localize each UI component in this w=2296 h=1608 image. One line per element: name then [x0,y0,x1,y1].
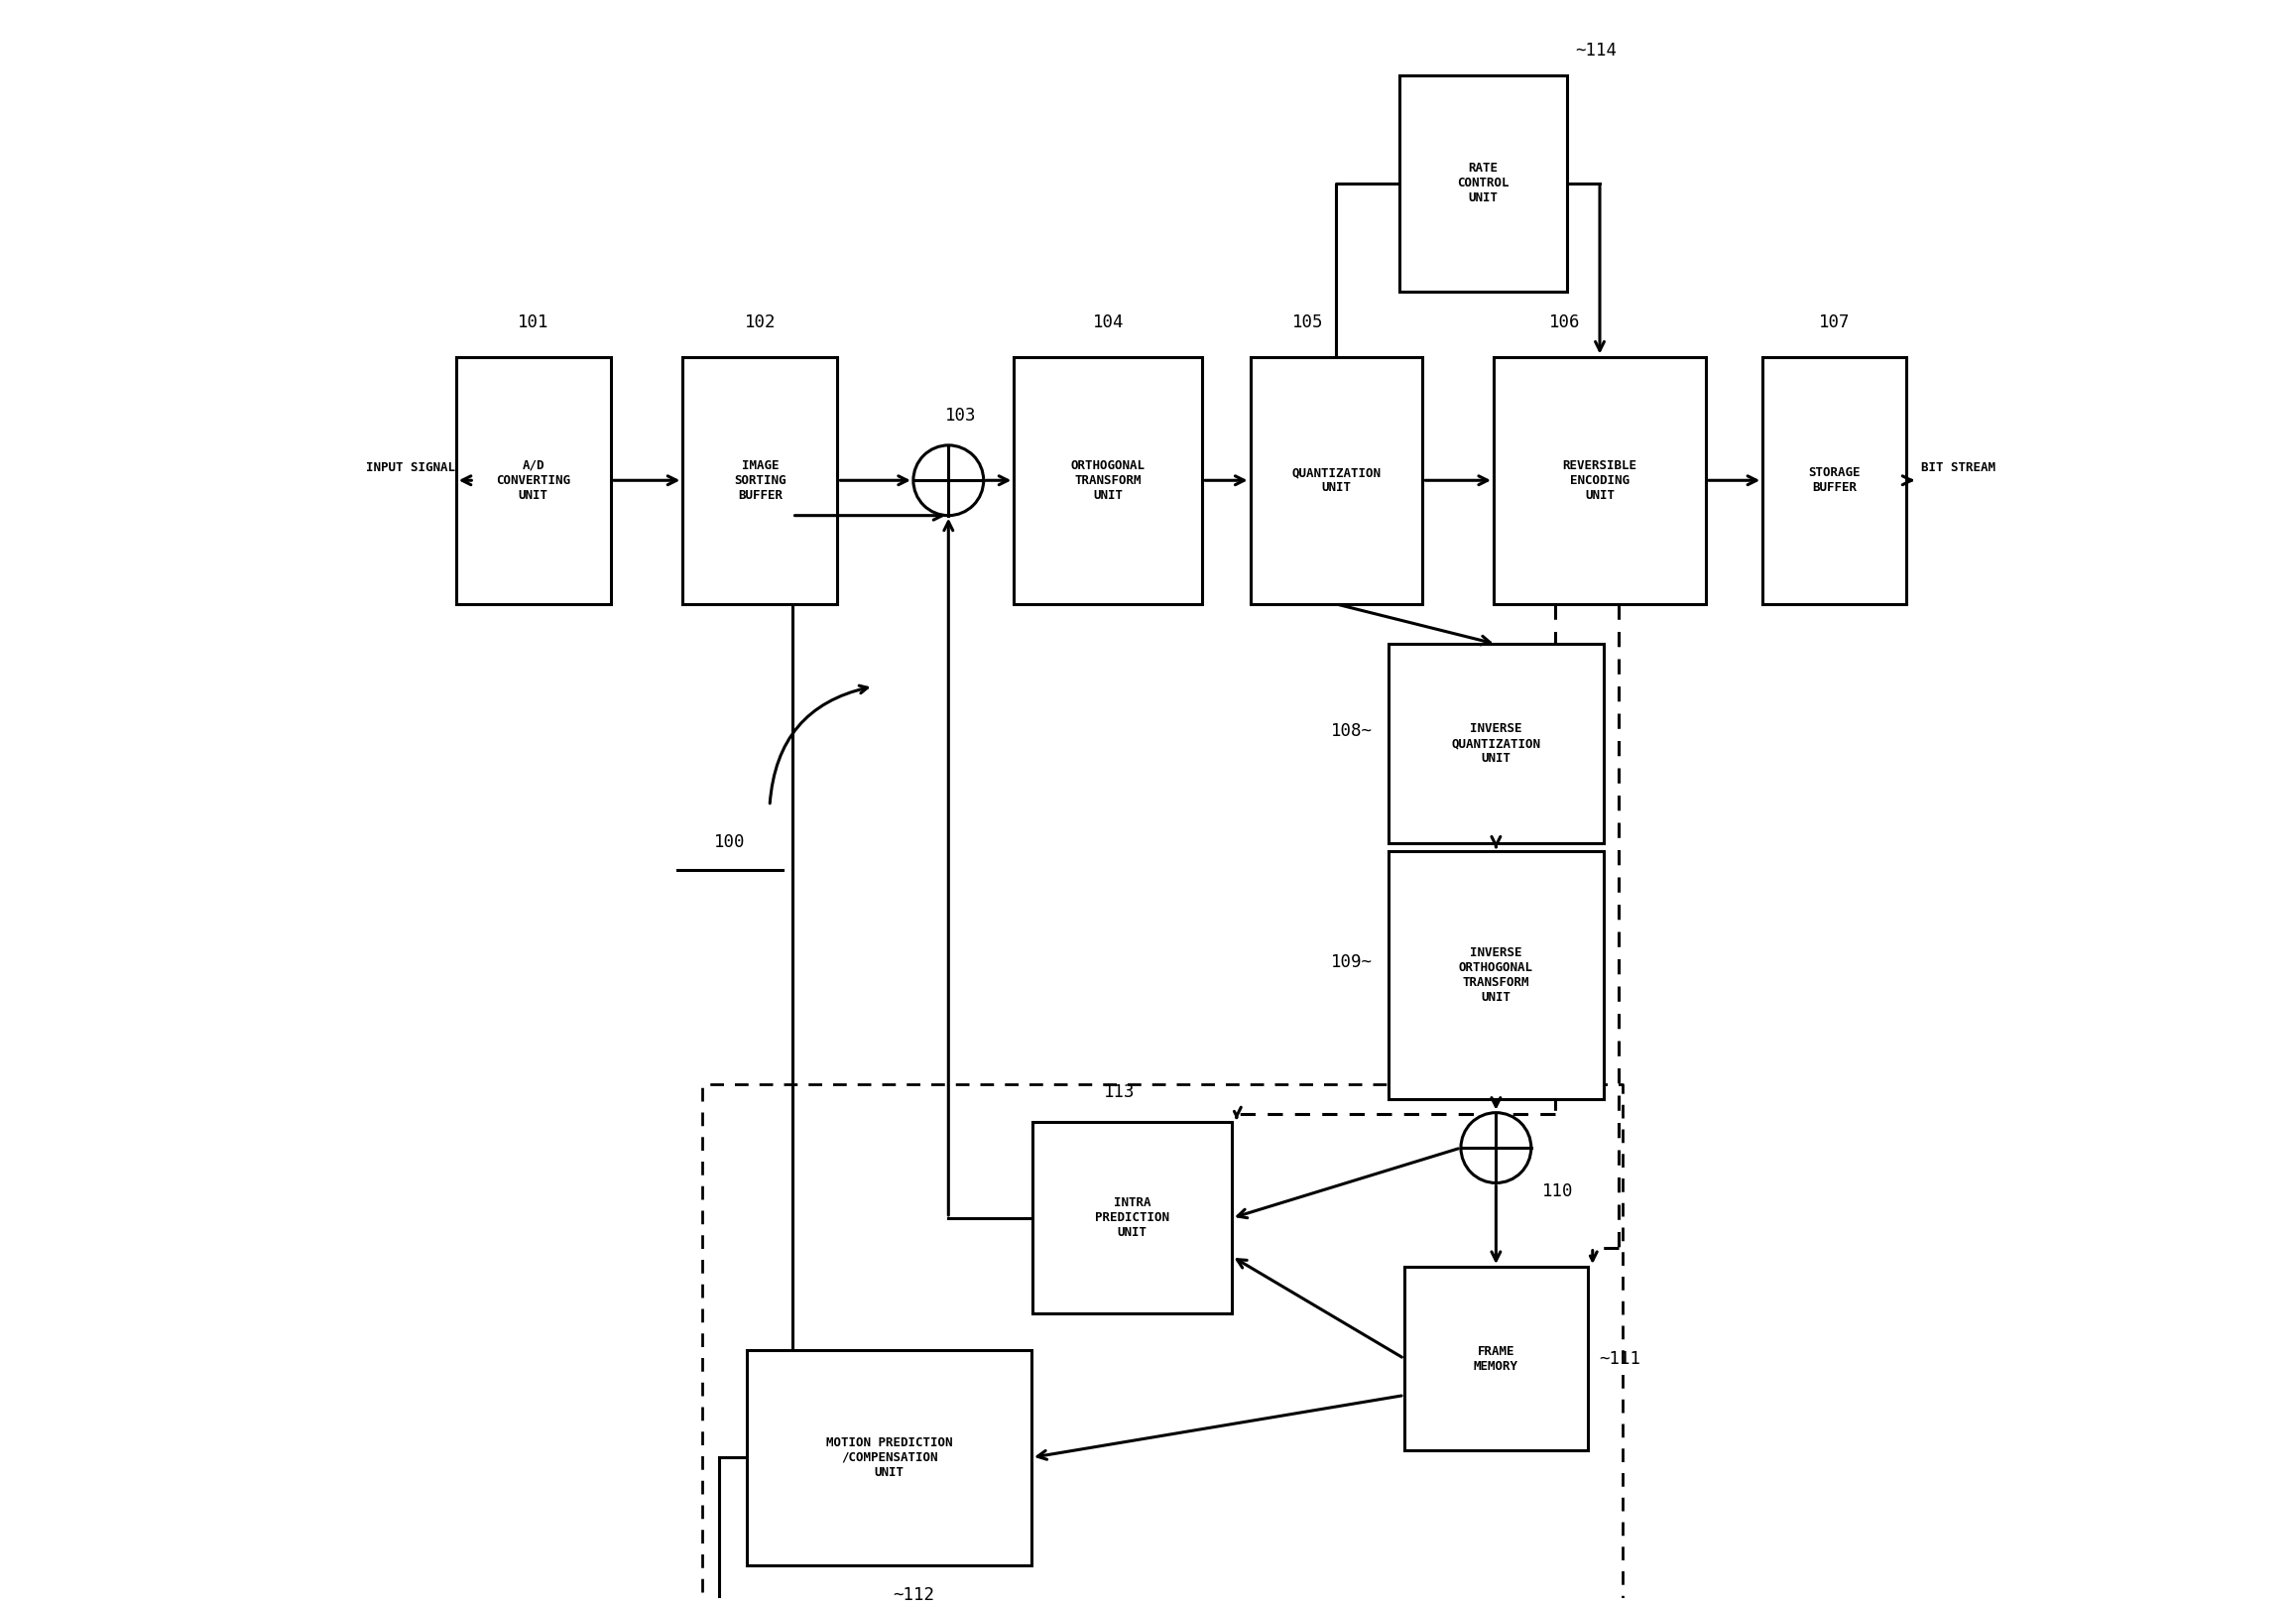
Bar [1033,1122,1233,1314]
Bar [1495,357,1706,605]
Text: 104: 104 [1093,314,1123,331]
Text: 106: 106 [1550,314,1580,331]
Circle shape [914,445,983,516]
FancyArrowPatch shape [769,685,868,804]
Text: INVERSE
ORTHOGONAL
TRANSFORM
UNIT: INVERSE ORTHOGONAL TRANSFORM UNIT [1458,947,1534,1003]
Circle shape [1460,1113,1531,1183]
Text: RATE
CONTROL
UNIT: RATE CONTROL UNIT [1458,162,1508,204]
Bar [746,1349,1031,1565]
Text: IMAGE
SORTING
BUFFER: IMAGE SORTING BUFFER [735,458,785,502]
Text: INPUT SIGNAL: INPUT SIGNAL [365,461,455,474]
Bar [1763,357,1906,605]
Text: FRAME
MEMORY: FRAME MEMORY [1474,1344,1518,1373]
Bar [1405,1267,1589,1450]
Bar [1389,852,1605,1100]
Text: 103: 103 [946,407,976,425]
Bar [1389,645,1605,844]
Text: INTRA
PREDICTION
UNIT: INTRA PREDICTION UNIT [1095,1196,1169,1240]
Text: ORTHOGONAL
TRANSFORM
UNIT: ORTHOGONAL TRANSFORM UNIT [1070,458,1146,502]
Text: 102: 102 [744,314,776,331]
Text: 113: 113 [1104,1084,1134,1101]
Bar [1249,357,1424,605]
Text: QUANTIZATION
UNIT: QUANTIZATION UNIT [1293,466,1380,494]
Text: BIT STREAM: BIT STREAM [1922,461,1995,474]
Text: A/D
CONVERTING
UNIT: A/D CONVERTING UNIT [496,458,572,502]
Text: STORAGE
BUFFER: STORAGE BUFFER [1809,466,1860,494]
Text: INVERSE
QUANTIZATION
UNIT: INVERSE QUANTIZATION UNIT [1451,722,1541,765]
Bar [457,357,611,605]
Text: 107: 107 [1818,314,1851,331]
Bar [1015,357,1203,605]
Text: 108~: 108~ [1332,722,1373,740]
Bar [1401,76,1568,291]
Bar [682,357,838,605]
Text: 109~: 109~ [1332,954,1373,971]
Text: ~111: ~111 [1598,1349,1642,1367]
Text: 101: 101 [519,314,549,331]
Text: 105: 105 [1293,314,1322,331]
Text: ~112: ~112 [893,1585,934,1603]
Text: ~114: ~114 [1575,42,1616,59]
Text: 110: 110 [1543,1183,1573,1201]
Text: REVERSIBLE
ENCODING
UNIT: REVERSIBLE ENCODING UNIT [1564,458,1637,502]
Text: MOTION PREDICTION
/COMPENSATION
UNIT: MOTION PREDICTION /COMPENSATION UNIT [827,1436,953,1479]
Text: 100: 100 [714,833,746,851]
